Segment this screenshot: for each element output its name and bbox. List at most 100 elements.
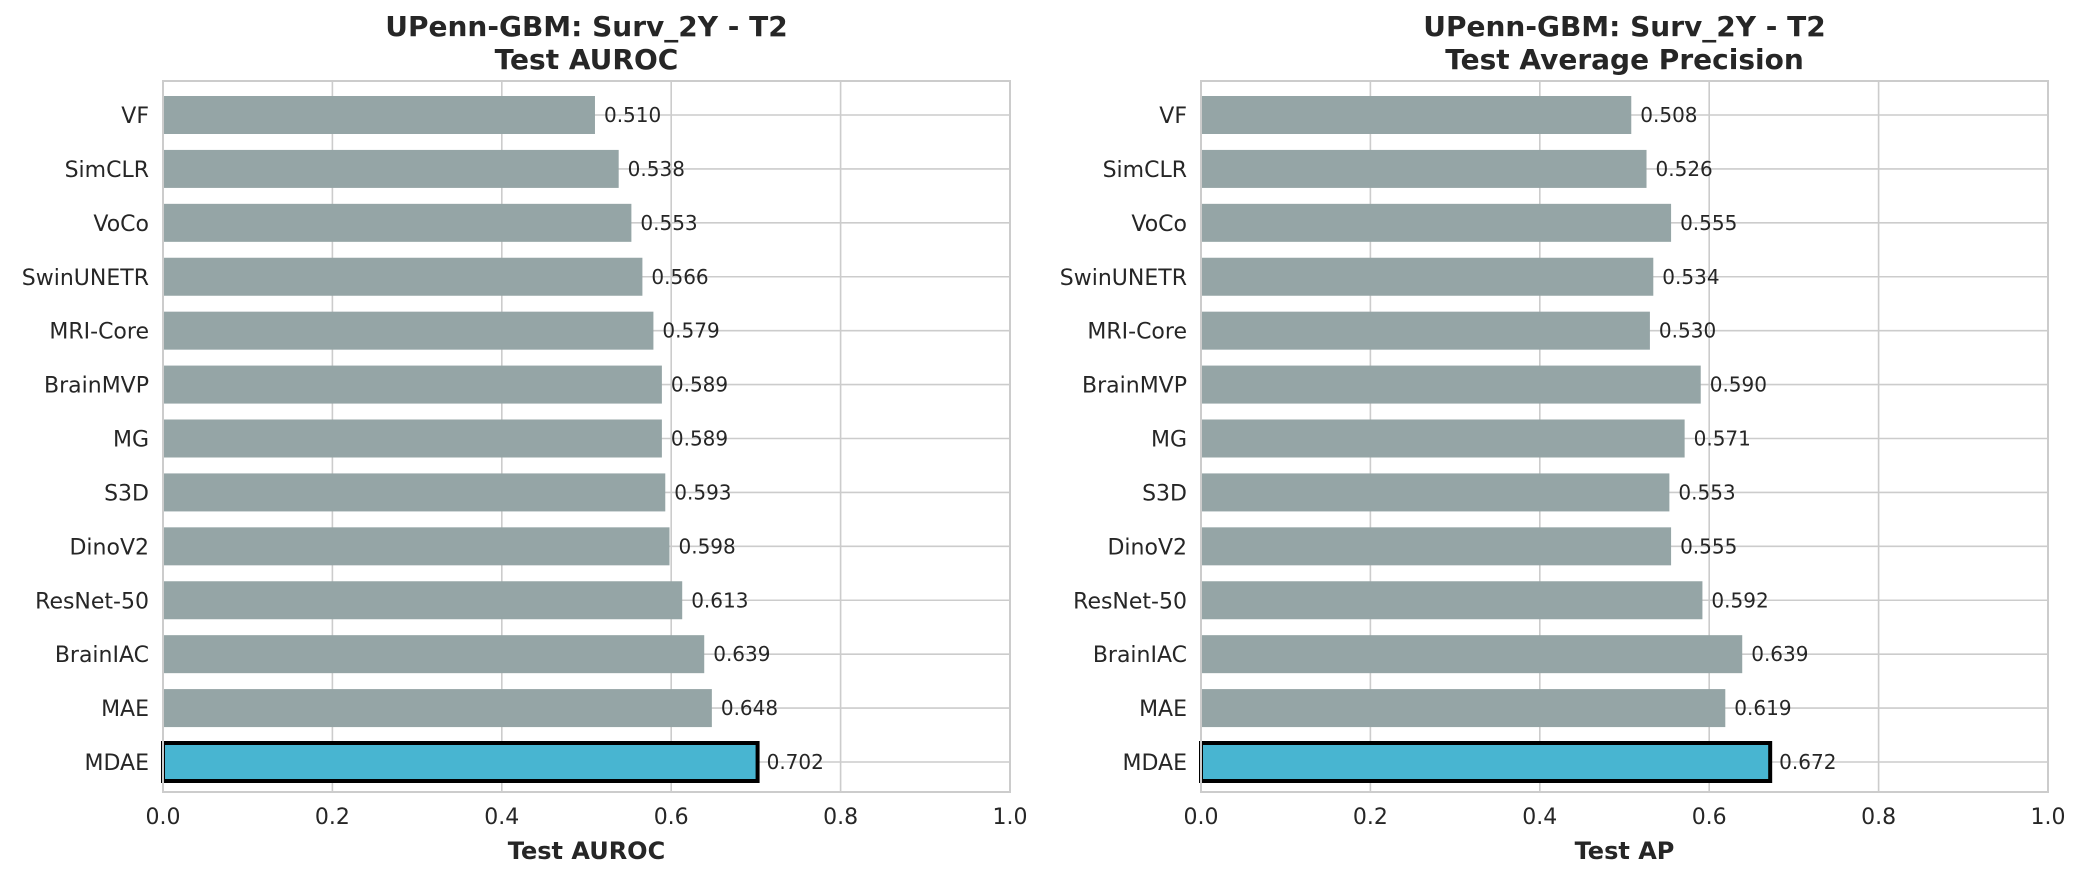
bar-highlighted [161,741,760,783]
value-label: 0.593 [674,480,731,504]
x-tick-label: 0.6 [654,805,689,830]
value-label: 0.534 [1662,265,1719,289]
bar [1201,527,1672,566]
category-label: SwinUNETR [22,266,149,291]
category-label: BrainMVP [1082,374,1187,399]
category-label: MAE [101,697,149,722]
x-tick-label: 0.8 [1861,805,1896,830]
value-label: 0.555 [1680,534,1737,558]
category-label: MDAE [1123,751,1188,776]
value-label: 0.619 [1734,696,1791,720]
plot-frame [162,80,1011,793]
value-label: 0.530 [1659,319,1716,343]
value-label: 0.553 [1678,480,1735,504]
x-tick-label: 0.0 [1184,805,1219,830]
value-label: 0.508 [1640,103,1697,127]
bar [1201,635,1743,674]
value-label: 0.589 [671,373,728,397]
category-label: MRI-Core [1087,320,1187,345]
category-label: VoCo [93,212,149,237]
category-label: MG [113,428,149,453]
category-label: S3D [104,481,149,506]
x-tick-label: 0.8 [823,805,858,830]
bar [163,581,683,620]
bar [1201,311,1650,350]
x-tick-label: 0.4 [1522,805,1557,830]
bar [163,419,662,458]
value-label: 0.639 [1751,642,1808,666]
value-label: 0.648 [721,696,778,720]
bar [1201,149,1647,188]
category-label: ResNet-50 [1073,589,1187,614]
bar [1201,203,1672,242]
bar [163,203,632,242]
category-label: VoCo [1131,212,1187,237]
category-label: MG [1151,428,1187,453]
x-tick-label: 0.6 [1692,805,1727,830]
x-tick-label: 0.2 [1353,805,1388,830]
chart-title: UPenn-GBM: Surv_2Y - T2 [1423,10,1826,43]
bar [163,689,712,728]
value-label: 0.592 [1711,588,1768,612]
category-label: SwinUNETR [1060,266,1187,291]
value-label: 0.590 [1710,373,1767,397]
chart-title: UPenn-GBM: Surv_2Y - T2 [385,10,788,43]
category-label: DinoV2 [69,535,149,560]
category-label: BrainIAC [55,643,149,668]
chart-subtitle: Test Average Precision [1445,43,1804,76]
value-label: 0.598 [679,534,736,558]
value-label: 0.538 [628,157,685,181]
bar [1201,581,1703,620]
value-label: 0.702 [767,750,824,774]
category-label: BrainIAC [1093,643,1187,668]
category-label: SimCLR [65,158,149,183]
category-label: BrainMVP [44,374,149,399]
category-label: SimCLR [1103,158,1187,183]
value-label: 0.553 [640,211,697,235]
category-label: VF [121,104,149,129]
value-label: 0.589 [671,427,728,451]
x-tick-label: 0.2 [315,805,350,830]
value-label: 0.555 [1680,211,1737,235]
value-label: 0.579 [662,319,719,343]
x-tick-label: 0.4 [484,805,519,830]
x-tick-label: 0.0 [146,805,181,830]
value-label: 0.672 [1779,750,1836,774]
category-label: S3D [1142,481,1187,506]
value-label: 0.566 [651,265,708,289]
value-label: 0.526 [1656,157,1713,181]
category-label: MAE [1139,697,1187,722]
category-label: VF [1159,104,1187,129]
bar [163,527,670,566]
bar [163,635,705,674]
chart-subtitle: Test AUROC [495,43,679,76]
x-tick-label: 1.0 [993,805,1028,830]
value-label: 0.510 [604,103,661,127]
bar [1201,419,1685,458]
bar [163,473,666,512]
value-label: 0.571 [1694,427,1751,451]
bar [163,311,654,350]
bar [1201,257,1654,296]
plot-frame [1200,80,2049,793]
category-label: MRI-Core [49,320,149,345]
category-label: ResNet-50 [35,589,149,614]
category-label: MDAE [85,751,150,776]
value-label: 0.613 [691,588,748,612]
bar [163,365,662,404]
bar [163,149,619,188]
category-label: DinoV2 [1107,535,1187,560]
bar [1201,365,1701,404]
x-axis-label: Test AP [1575,837,1675,865]
bar [1201,473,1670,512]
bar [1201,96,1632,134]
bar [1201,689,1726,728]
x-axis-label: Test AUROC [508,837,665,865]
bar [163,96,595,134]
bar-highlighted [1199,741,1773,783]
x-tick-label: 1.0 [2031,805,2066,830]
bar [163,257,643,296]
